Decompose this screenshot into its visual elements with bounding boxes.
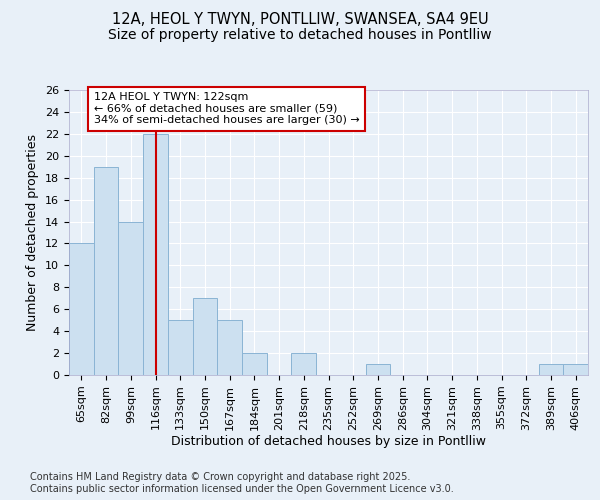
Bar — [193, 298, 217, 375]
Bar — [143, 134, 168, 375]
Bar — [563, 364, 588, 375]
Bar — [118, 222, 143, 375]
Text: 12A HEOL Y TWYN: 122sqm
← 66% of detached houses are smaller (59)
34% of semi-de: 12A HEOL Y TWYN: 122sqm ← 66% of detache… — [94, 92, 359, 126]
Bar — [168, 320, 193, 375]
Text: Size of property relative to detached houses in Pontlliw: Size of property relative to detached ho… — [108, 28, 492, 42]
Bar — [94, 166, 118, 375]
Bar — [69, 244, 94, 375]
Bar — [539, 364, 563, 375]
X-axis label: Distribution of detached houses by size in Pontlliw: Distribution of detached houses by size … — [171, 436, 486, 448]
Bar — [217, 320, 242, 375]
Text: Contains HM Land Registry data © Crown copyright and database right 2025.
Contai: Contains HM Land Registry data © Crown c… — [30, 472, 454, 494]
Text: 12A, HEOL Y TWYN, PONTLLIW, SWANSEA, SA4 9EU: 12A, HEOL Y TWYN, PONTLLIW, SWANSEA, SA4… — [112, 12, 488, 28]
Y-axis label: Number of detached properties: Number of detached properties — [26, 134, 40, 331]
Bar — [365, 364, 390, 375]
Bar — [242, 353, 267, 375]
Bar — [292, 353, 316, 375]
